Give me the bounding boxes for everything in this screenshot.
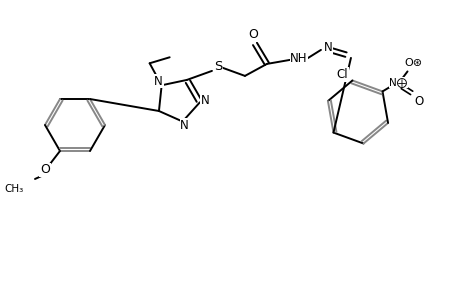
- Text: N: N: [180, 119, 189, 132]
- Text: O: O: [247, 28, 257, 41]
- Text: CH₃: CH₃: [5, 184, 24, 194]
- Text: Cl: Cl: [336, 68, 347, 81]
- Text: S: S: [213, 60, 222, 74]
- Text: N⨁: N⨁: [389, 77, 407, 87]
- Text: O: O: [40, 164, 50, 176]
- Text: N: N: [154, 75, 162, 88]
- Text: O⊛: O⊛: [403, 58, 422, 68]
- Text: N: N: [200, 94, 209, 107]
- Text: O: O: [413, 95, 422, 108]
- Text: N: N: [323, 41, 331, 54]
- Text: NH: NH: [290, 52, 307, 65]
